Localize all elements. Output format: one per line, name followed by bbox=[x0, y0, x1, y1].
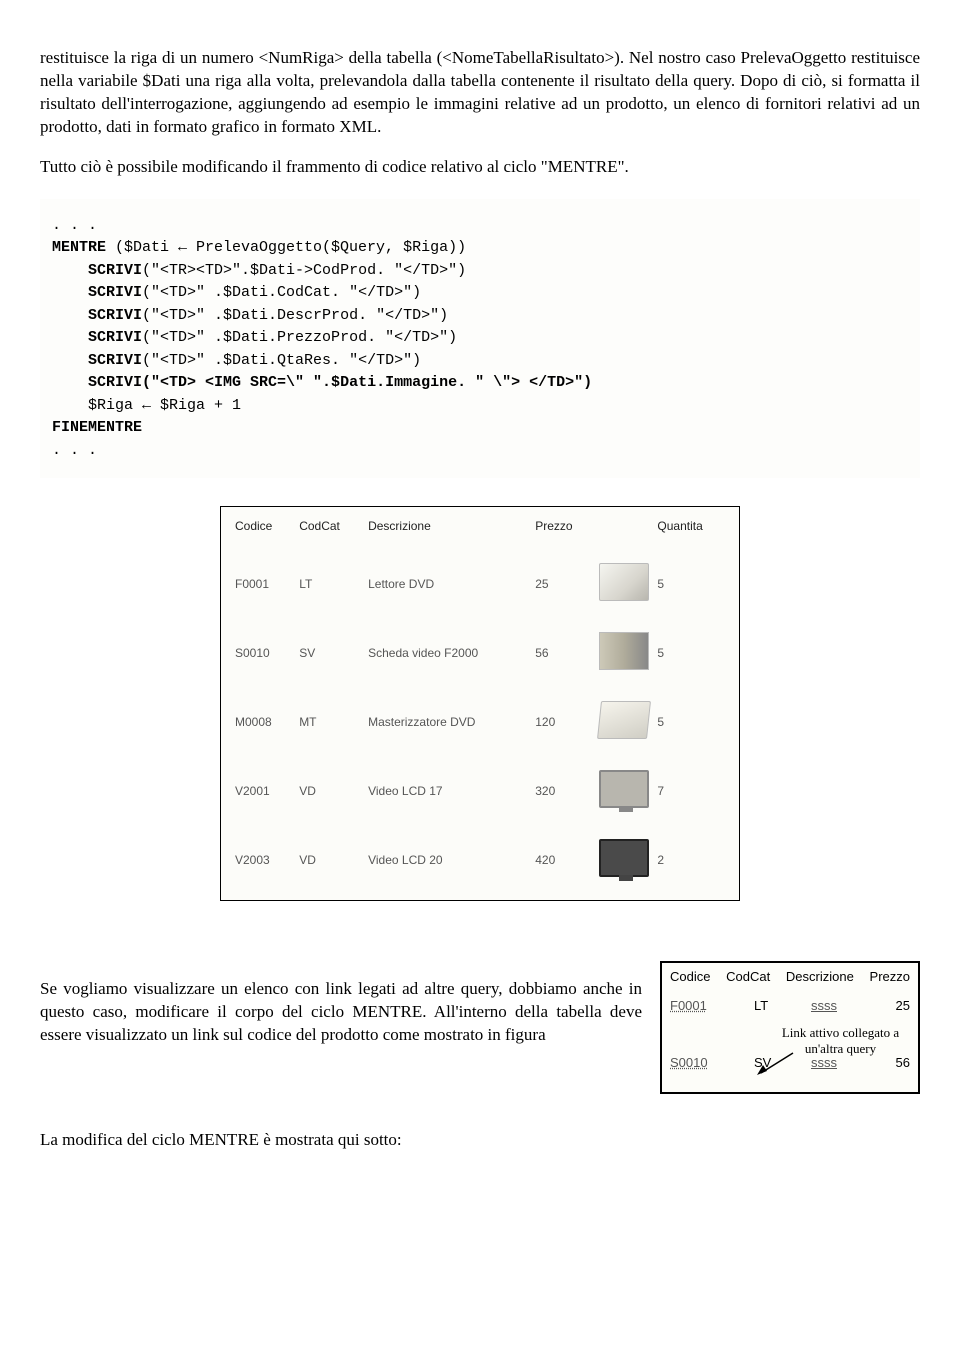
code-block: . . . MENTRE ($Dati ← PrelevaOggetto($Qu… bbox=[40, 199, 920, 479]
cell-prezzo: 25 bbox=[531, 549, 595, 618]
cell-prezzo: 56 bbox=[531, 618, 595, 687]
cell-descr: Masterizzatore DVD bbox=[364, 687, 531, 756]
cell-codcat: MT bbox=[295, 687, 364, 756]
th-codcat: CodCat bbox=[295, 513, 364, 549]
cell-image bbox=[595, 618, 653, 687]
cell-codcat: SV bbox=[295, 618, 364, 687]
table-row: V2003VDVideo LCD 20420 2 bbox=[231, 825, 729, 894]
cell-descr: Video LCD 17 bbox=[364, 756, 531, 825]
callout-r2-c2: ssss bbox=[811, 1055, 851, 1070]
callout-h2: Descrizione bbox=[786, 969, 854, 984]
cell-prezzo: 320 bbox=[531, 756, 595, 825]
cell-image bbox=[595, 687, 653, 756]
product-image-icon bbox=[599, 839, 649, 877]
product-image-icon bbox=[597, 701, 651, 739]
table-row: F0001LTLettore DVD25 5 bbox=[231, 549, 729, 618]
paragraph-2: Tutto ciò è possibile modificando il fra… bbox=[40, 156, 920, 179]
callout-h0: Codice bbox=[670, 969, 710, 984]
product-image-icon bbox=[599, 563, 649, 601]
table-row: V2001VDVideo LCD 17320 7 bbox=[231, 756, 729, 825]
cell-codcat: VD bbox=[295, 756, 364, 825]
th-qta: Quantita bbox=[653, 513, 729, 549]
callout-r2-c3: 56 bbox=[880, 1055, 910, 1070]
cell-descr: Lettore DVD bbox=[364, 549, 531, 618]
paragraph-1: restituisce la riga di un numero <NumRig… bbox=[40, 47, 920, 139]
callout-r1-c1: LT bbox=[754, 998, 782, 1013]
cell-qta: 5 bbox=[653, 549, 729, 618]
th-prezzo: Prezzo bbox=[531, 513, 595, 549]
table-header-row: Codice CodCat Descrizione Prezzo Quantit… bbox=[231, 513, 729, 549]
th-codice: Codice bbox=[231, 513, 295, 549]
cell-codice: S0010 bbox=[231, 618, 295, 687]
cell-image bbox=[595, 549, 653, 618]
cell-image bbox=[595, 825, 653, 894]
arrow-icon bbox=[757, 1051, 797, 1077]
paragraph-4: La modifica del ciclo MENTRE è mostrata … bbox=[40, 1130, 920, 1150]
callout-figure: Codice CodCat Descrizione Prezzo F0001 L… bbox=[660, 961, 920, 1094]
th-img bbox=[595, 513, 653, 549]
cell-codcat: VD bbox=[295, 825, 364, 894]
callout-h1: CodCat bbox=[726, 969, 770, 984]
cell-qta: 2 bbox=[653, 825, 729, 894]
cell-codice: F0001 bbox=[231, 549, 295, 618]
product-image-icon bbox=[599, 770, 649, 808]
cell-codice: M0008 bbox=[231, 687, 295, 756]
product-image-icon bbox=[599, 632, 649, 670]
cell-codice: V2003 bbox=[231, 825, 295, 894]
callout-r1-c2: ssss bbox=[811, 998, 851, 1013]
cell-image bbox=[595, 756, 653, 825]
cell-prezzo: 420 bbox=[531, 825, 595, 894]
table-row: M0008MTMasterizzatore DVD120 5 bbox=[231, 687, 729, 756]
th-descr: Descrizione bbox=[364, 513, 531, 549]
table-row: S0010SVScheda video F200056 5 bbox=[231, 618, 729, 687]
cell-prezzo: 120 bbox=[531, 687, 595, 756]
paragraph-3: Se vogliamo visualizzare un elenco con l… bbox=[40, 978, 642, 1047]
cell-codice: V2001 bbox=[231, 756, 295, 825]
cell-descr: Video LCD 20 bbox=[364, 825, 531, 894]
callout-r1-c3: 25 bbox=[880, 998, 910, 1013]
cell-qta: 5 bbox=[653, 618, 729, 687]
callout-r2-c0: S0010 bbox=[670, 1055, 725, 1070]
product-table-figure: Codice CodCat Descrizione Prezzo Quantit… bbox=[220, 506, 740, 901]
callout-h3: Prezzo bbox=[870, 969, 910, 984]
cell-qta: 5 bbox=[653, 687, 729, 756]
cell-codcat: LT bbox=[295, 549, 364, 618]
cell-descr: Scheda video F2000 bbox=[364, 618, 531, 687]
cell-qta: 7 bbox=[653, 756, 729, 825]
callout-r1-c0: F0001 bbox=[670, 998, 725, 1013]
